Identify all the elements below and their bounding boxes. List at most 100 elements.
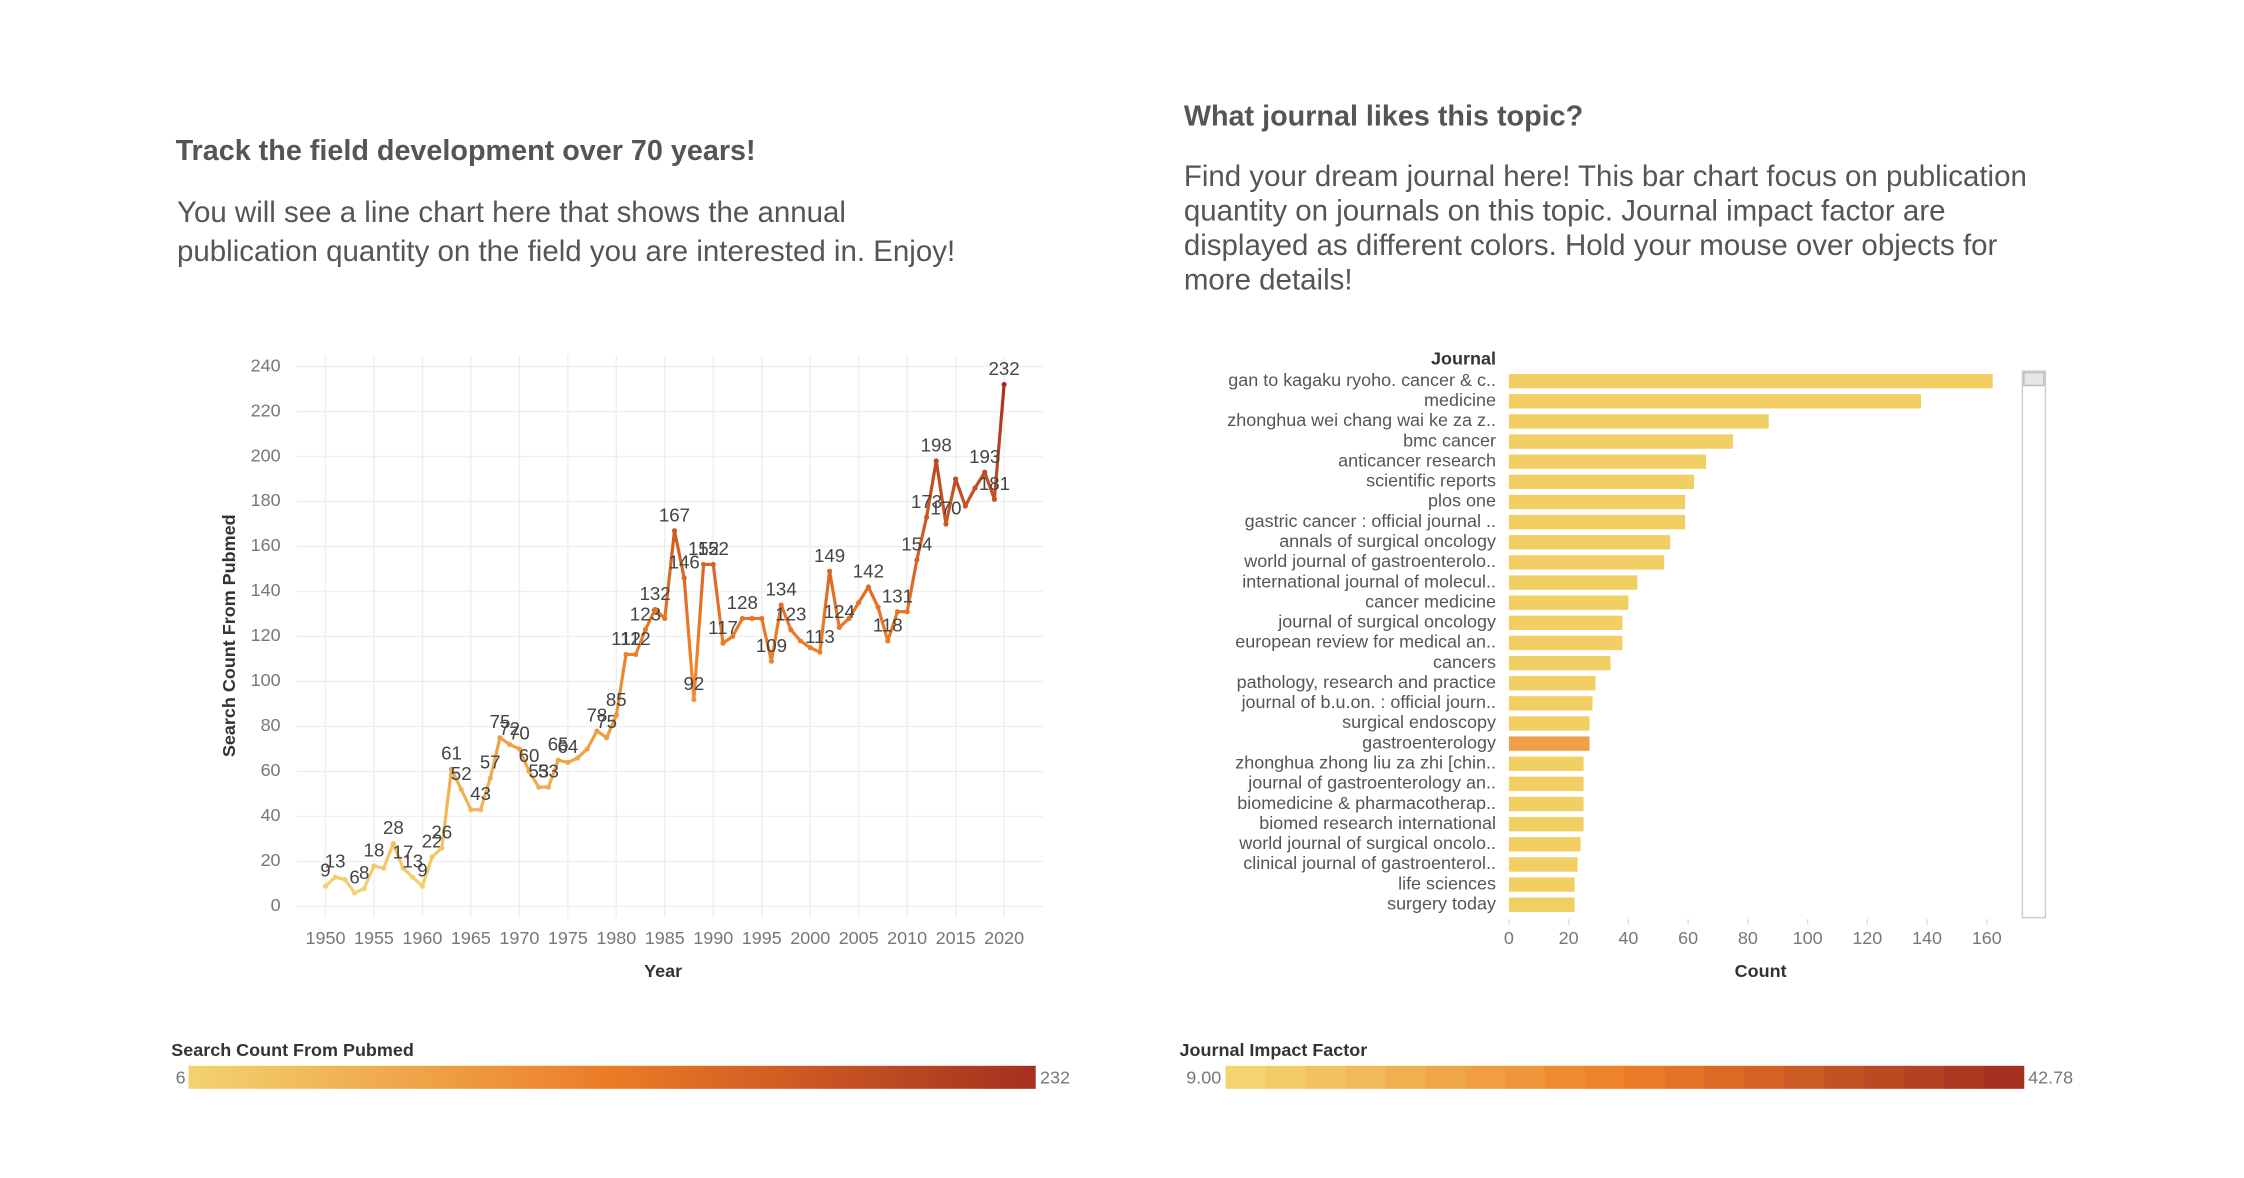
y-tick-label: anticancer research: [1338, 450, 1496, 470]
color-legend-max: 42.78: [2028, 1068, 2073, 1088]
y-tick-label: plos one: [1428, 491, 1496, 511]
point: [894, 609, 901, 615]
data-label: 117: [708, 617, 738, 638]
color-legend-min: 9.00: [1186, 1068, 1221, 1088]
color-legend-step: [1864, 1065, 1905, 1089]
bar: [1508, 414, 1769, 429]
x-axis-label: Count: [1735, 961, 1787, 981]
y-tick-label: 60: [261, 760, 281, 780]
bar: [1508, 796, 1584, 812]
data-label: 13: [325, 851, 346, 872]
x-tick-label: 100: [1793, 928, 1823, 948]
x-axis-label: Year: [644, 961, 682, 981]
data-label: 112: [611, 628, 641, 649]
point: [700, 561, 707, 568]
color-legend-title: Search Count From Pubmed: [171, 1040, 414, 1060]
bar: [1508, 837, 1581, 852]
y-tick-label: 0: [271, 895, 281, 915]
x-tick-label: 2005: [839, 928, 879, 948]
color-legend-step: [1624, 1065, 1666, 1089]
bar: [1508, 897, 1575, 912]
point: [827, 568, 833, 574]
color-legend-step: [1744, 1065, 1785, 1089]
x-tick-label: 1955: [354, 928, 394, 948]
color-legend-step: [1704, 1065, 1745, 1089]
scrollbar-thumb[interactable]: [2023, 371, 2045, 387]
point: [419, 883, 426, 889]
point: [487, 775, 493, 781]
x-tick-label: 1970: [499, 928, 539, 948]
point: [943, 521, 949, 527]
y-tick-label: zhonghua wei chang wai ke za z..: [1227, 410, 1496, 430]
point: [565, 759, 571, 766]
x-tick-label: 1950: [305, 928, 345, 948]
point: [361, 885, 367, 892]
point: [410, 874, 416, 880]
color-legend-step: [1664, 1065, 1705, 1089]
point: [332, 874, 338, 880]
y-axis-label: Journal: [1431, 348, 1496, 368]
point: [671, 528, 678, 534]
bar: [1508, 595, 1629, 610]
data-label: 75: [490, 711, 511, 732]
bar: [1508, 394, 1922, 409]
data-label: 53: [538, 761, 559, 782]
point: [788, 627, 794, 633]
data-label: 70: [509, 722, 530, 743]
point: [516, 746, 522, 752]
y-tick-label: cancers: [1433, 652, 1496, 672]
bar: [1508, 434, 1733, 449]
x-tick-label: 2020: [984, 928, 1024, 948]
data-label: 134: [766, 579, 797, 600]
data-label: 52: [451, 763, 472, 784]
y-tick-label: 20: [261, 850, 281, 870]
x-tick-label: 40: [1618, 928, 1638, 948]
point: [400, 865, 406, 871]
x-tick-label: 1975: [548, 928, 588, 948]
x-tick-label: 1990: [693, 928, 733, 948]
data-label: 92: [683, 673, 704, 694]
y-tick-label: surgical endoscopy: [1342, 712, 1496, 732]
x-tick-label: 2000: [790, 928, 830, 948]
scrollbar[interactable]: [2021, 370, 2047, 919]
bar: [1508, 756, 1584, 771]
bar: [1508, 716, 1590, 731]
data-label: 112: [621, 628, 651, 649]
point: [933, 458, 939, 464]
data-label: 57: [480, 752, 501, 773]
point: [914, 557, 920, 563]
data-label: 85: [606, 689, 627, 710]
y-tick-label: 240: [251, 355, 281, 375]
point: [381, 865, 387, 871]
data-label: 152: [698, 538, 729, 559]
y-tick-label: clinical journal of gastroenterol..: [1243, 853, 1496, 873]
point: [584, 746, 590, 752]
point: [623, 651, 629, 658]
point: [662, 615, 668, 622]
y-axis-label: Search Count From Pubmed: [219, 514, 239, 757]
point: [574, 755, 581, 761]
y-tick-label: 40: [261, 805, 281, 825]
color-legend-step: [1345, 1065, 1386, 1089]
point: [555, 757, 561, 763]
data-label: 17: [393, 842, 414, 863]
color-legend-min: 6: [176, 1068, 186, 1088]
y-tick-label: life sciences: [1398, 873, 1496, 893]
x-tick-label: 1980: [596, 928, 636, 948]
color-legend-step: [1983, 1065, 2025, 1089]
x-tick-label: 140: [1912, 928, 1942, 948]
y-tick-label: 80: [261, 715, 281, 735]
point: [817, 649, 823, 655]
point: [856, 600, 862, 606]
data-label: 22: [422, 830, 443, 851]
point: [526, 768, 532, 775]
panel-description: displayed as different colors. Hold your…: [1184, 229, 1998, 262]
bar: [1508, 373, 1993, 389]
y-tick-label: annals of surgical oncology: [1279, 531, 1496, 551]
point: [904, 609, 910, 615]
data-label: 18: [364, 839, 385, 860]
y-tick-label: 220: [251, 400, 281, 420]
point: [797, 638, 804, 644]
color-legend-step: [1584, 1065, 1626, 1089]
data-label: 28: [383, 817, 404, 838]
